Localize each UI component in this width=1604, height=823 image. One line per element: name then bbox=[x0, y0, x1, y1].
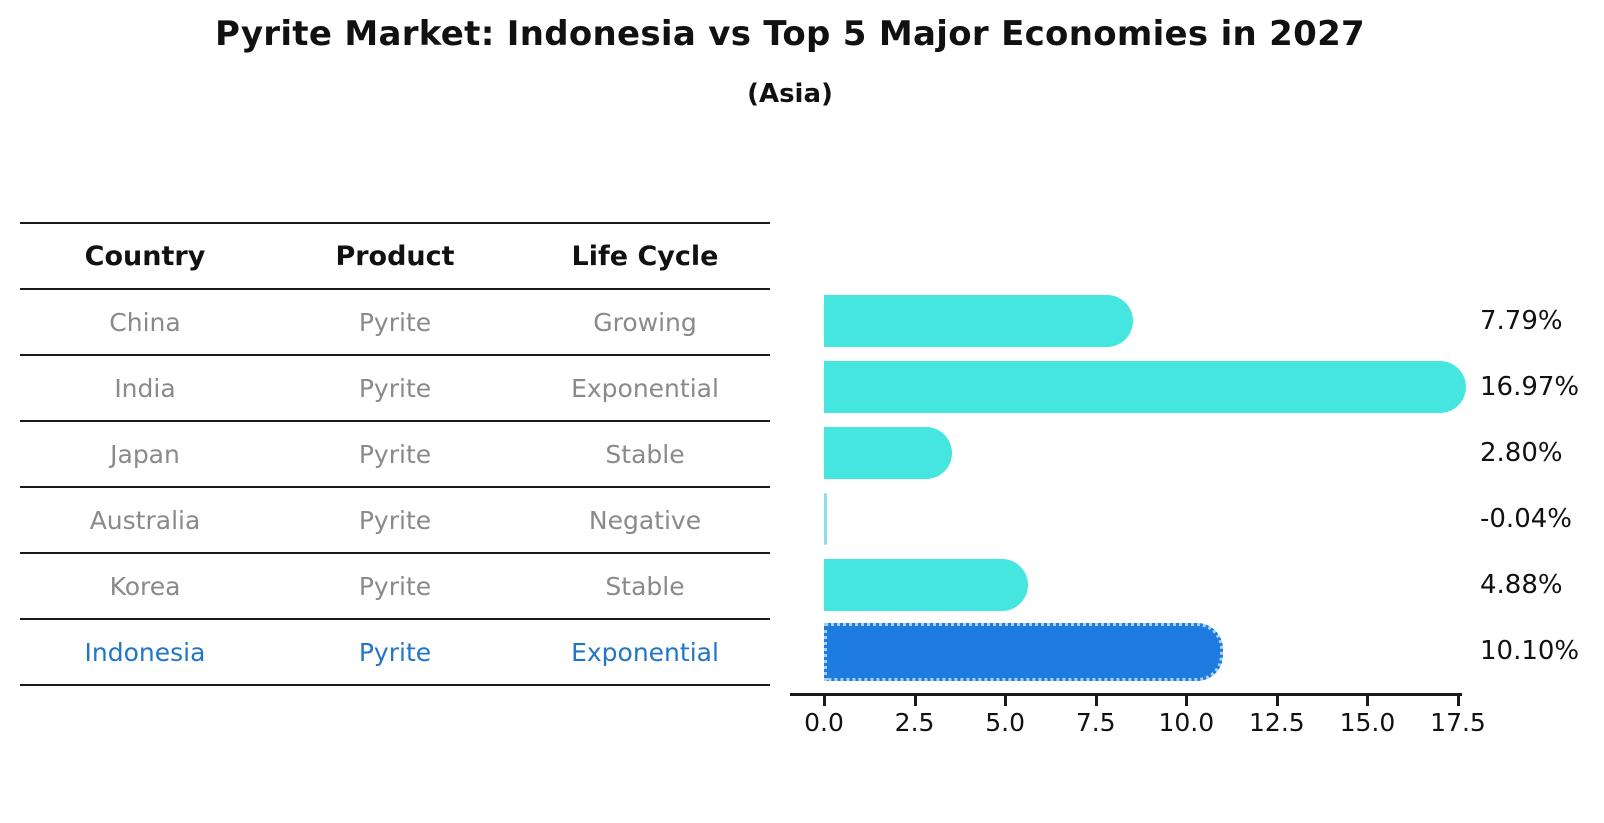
life-cycle-cell: Growing bbox=[593, 307, 697, 337]
value-label-korea: 4.88% bbox=[1480, 570, 1563, 600]
header-product: Product bbox=[335, 240, 455, 272]
value-labels: 7.79% 16.97% 2.80% -0.04% 4.88% 10.10% bbox=[1480, 288, 1604, 684]
bar-row bbox=[824, 552, 1484, 618]
bar-row bbox=[824, 288, 1484, 354]
bar-china bbox=[824, 295, 1134, 347]
bar-australia bbox=[824, 493, 827, 545]
product-cell: Pyrite bbox=[358, 373, 432, 403]
table-header-row: Country Product Life Cycle bbox=[20, 224, 770, 290]
country-cell: India bbox=[114, 373, 176, 403]
product-cell: Pyrite bbox=[358, 439, 432, 469]
tick-label: 12.5 bbox=[1249, 708, 1305, 737]
tick-mark bbox=[913, 696, 917, 706]
country-cell: Korea bbox=[109, 571, 181, 601]
tick-mark bbox=[1275, 696, 1279, 706]
bar-indonesia-highlighted bbox=[824, 623, 1223, 681]
country-cell: China bbox=[109, 307, 181, 337]
tick-mark bbox=[1094, 696, 1098, 706]
value-label-india: 16.97% bbox=[1480, 372, 1580, 402]
tick-label: 17.5 bbox=[1430, 708, 1486, 737]
chart-subtitle: (Asia) bbox=[747, 79, 833, 109]
table-row-japan: Japan Pyrite Stable bbox=[20, 422, 770, 488]
x-axis: 0.0 2.5 5.0 7.5 10.0 12.5 15.0 17.5 bbox=[804, 693, 1486, 753]
country-cell: Australia bbox=[89, 505, 201, 535]
bar-row bbox=[824, 420, 1484, 486]
bar-row bbox=[824, 486, 1484, 552]
tick-label: 2.5 bbox=[894, 708, 935, 737]
product-cell: Pyrite bbox=[358, 505, 432, 535]
value-label-china: 7.79% bbox=[1480, 306, 1563, 336]
tick-label: 0.0 bbox=[804, 708, 844, 737]
table-row-korea: Korea Pyrite Stable bbox=[20, 554, 770, 620]
chart-title: Pyrite Market: Indonesia vs Top 5 Major … bbox=[214, 14, 1366, 54]
tick-label: 10.0 bbox=[1158, 708, 1215, 737]
tick-mark bbox=[1366, 696, 1370, 706]
tick-mark bbox=[1457, 696, 1460, 706]
bar-japan bbox=[824, 427, 953, 479]
product-cell: Pyrite bbox=[358, 571, 432, 601]
value-label-indonesia: 10.10% bbox=[1480, 636, 1580, 666]
tick-label: 7.5 bbox=[1075, 708, 1116, 737]
header-country: Country bbox=[84, 240, 206, 272]
tick-mark bbox=[823, 696, 826, 706]
country-table: Country Product Life Cycle China Pyrite … bbox=[20, 222, 770, 686]
tick-label: 5.0 bbox=[985, 708, 1026, 737]
country-cell: Indonesia bbox=[84, 637, 206, 667]
life-cycle-cell: Exponential bbox=[571, 373, 719, 403]
bar-row bbox=[824, 354, 1484, 420]
country-cell: Japan bbox=[110, 439, 180, 469]
tick-label: 15.0 bbox=[1339, 708, 1396, 737]
table-row-india: India Pyrite Exponential bbox=[20, 356, 770, 422]
product-cell: Pyrite bbox=[358, 637, 432, 667]
value-label-japan: 2.80% bbox=[1480, 438, 1563, 468]
life-cycle-cell: Stable bbox=[605, 571, 685, 601]
bar-row bbox=[824, 618, 1484, 684]
value-label-australia: -0.04% bbox=[1480, 504, 1572, 534]
table-row-australia: Australia Pyrite Negative bbox=[20, 488, 770, 554]
table-row-china: China Pyrite Growing bbox=[20, 290, 770, 356]
life-cycle-cell: Exponential bbox=[571, 637, 719, 667]
life-cycle-cell: Stable bbox=[605, 439, 685, 469]
x-axis-spine bbox=[790, 693, 1462, 696]
bar-plot bbox=[824, 288, 1484, 684]
product-cell: Pyrite bbox=[358, 307, 432, 337]
tick-mark bbox=[1185, 696, 1189, 706]
bar-india bbox=[824, 361, 1466, 413]
header-life-cycle: Life Cycle bbox=[571, 240, 719, 272]
table-row-indonesia: Indonesia Pyrite Exponential bbox=[20, 620, 770, 686]
tick-mark bbox=[1004, 696, 1008, 706]
bar-korea bbox=[824, 559, 1028, 611]
life-cycle-cell: Negative bbox=[588, 505, 702, 535]
